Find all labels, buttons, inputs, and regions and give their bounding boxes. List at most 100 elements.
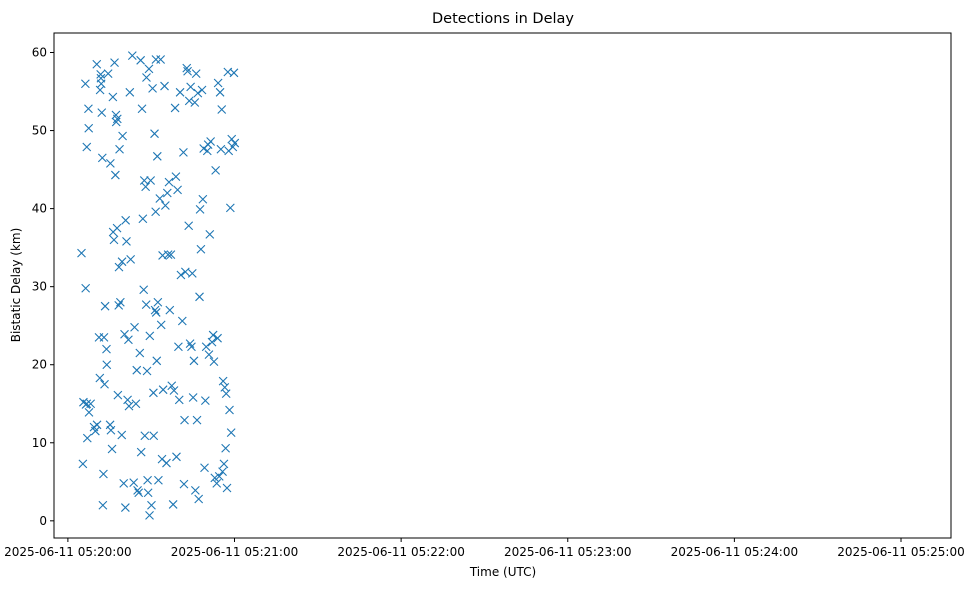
data-point — [96, 69, 106, 79]
data-point — [222, 483, 232, 493]
data-point — [139, 285, 149, 295]
data-point — [152, 151, 162, 161]
y-tick-label: 0 — [39, 514, 47, 528]
data-point — [175, 87, 185, 97]
data-point — [205, 229, 215, 239]
data-point — [213, 333, 222, 343]
data-point — [155, 194, 165, 203]
data-point — [137, 104, 147, 114]
data-point — [209, 357, 219, 366]
data-point — [141, 182, 151, 192]
data-point — [129, 478, 139, 487]
data-point — [221, 389, 231, 398]
data-point — [95, 373, 105, 383]
data-point — [192, 415, 202, 425]
data-point — [86, 399, 96, 409]
data-point — [180, 267, 190, 277]
data-point — [118, 131, 127, 141]
data-point — [113, 390, 123, 400]
data-point — [120, 503, 130, 512]
y-tick-label: 10 — [32, 436, 47, 450]
data-point — [160, 201, 170, 210]
data-point — [78, 459, 88, 469]
data-point — [154, 475, 163, 485]
data-point — [164, 177, 174, 187]
data-point — [213, 78, 223, 88]
data-point — [177, 316, 187, 326]
data-point — [147, 500, 156, 510]
data-point — [122, 237, 131, 246]
x-tick-label: 2025-06-11 05:23:00 — [504, 545, 631, 559]
data-point — [218, 467, 227, 477]
data-point — [149, 431, 159, 441]
data-point — [196, 244, 206, 254]
data-point — [119, 478, 129, 488]
data-point — [183, 66, 192, 76]
data-point — [167, 381, 177, 391]
data-point — [127, 51, 137, 61]
data-point — [193, 88, 203, 98]
data-point — [217, 105, 227, 114]
data-point — [107, 444, 117, 454]
data-point — [143, 488, 153, 498]
data-points — [77, 51, 240, 520]
data-point — [77, 248, 86, 258]
data-point — [174, 342, 183, 352]
x-axis-label: Time (UTC) — [469, 565, 536, 579]
data-point — [201, 342, 211, 352]
data-point — [215, 87, 225, 97]
data-point — [195, 292, 204, 302]
data-point — [200, 463, 209, 473]
data-point — [191, 69, 201, 78]
data-point — [131, 399, 141, 409]
data-point — [96, 79, 106, 89]
data-point — [163, 250, 173, 260]
data-point — [84, 407, 94, 417]
data-point — [135, 348, 145, 358]
data-point — [110, 58, 119, 68]
data-point — [82, 433, 92, 443]
data-point — [207, 337, 217, 347]
data-point — [98, 500, 108, 510]
data-point — [80, 79, 90, 89]
data-point — [170, 103, 180, 113]
data-point — [133, 485, 142, 495]
data-point — [156, 55, 166, 64]
data-point — [214, 471, 224, 481]
data-point — [168, 500, 178, 509]
data-point — [99, 469, 108, 479]
chart-title: Detections in Delay — [432, 11, 574, 27]
data-point — [97, 108, 107, 118]
data-point — [212, 478, 222, 488]
data-point — [151, 207, 161, 217]
data-point — [130, 322, 139, 332]
data-point — [132, 365, 142, 375]
data-point — [190, 485, 200, 495]
data-point — [221, 443, 231, 453]
data-point — [184, 96, 194, 106]
data-point — [115, 297, 125, 307]
data-point — [208, 330, 218, 340]
data-point — [204, 350, 214, 359]
data-point — [198, 194, 208, 204]
y-tick-label: 60 — [32, 46, 47, 60]
data-point — [171, 172, 181, 182]
data-point — [149, 388, 158, 398]
data-point — [97, 153, 107, 163]
data-point — [176, 270, 186, 280]
data-point — [144, 64, 154, 74]
y-tick-label: 40 — [32, 202, 47, 216]
data-point — [92, 420, 102, 430]
data-point — [229, 68, 239, 78]
data-point — [126, 254, 136, 264]
data-point — [142, 366, 152, 376]
data-point — [112, 114, 122, 124]
data-point — [125, 87, 135, 97]
data-point — [156, 320, 166, 330]
x-tick-label: 2025-06-11 05:22:00 — [337, 545, 464, 559]
data-point — [180, 415, 189, 425]
data-point — [108, 92, 118, 102]
data-point — [143, 475, 152, 485]
